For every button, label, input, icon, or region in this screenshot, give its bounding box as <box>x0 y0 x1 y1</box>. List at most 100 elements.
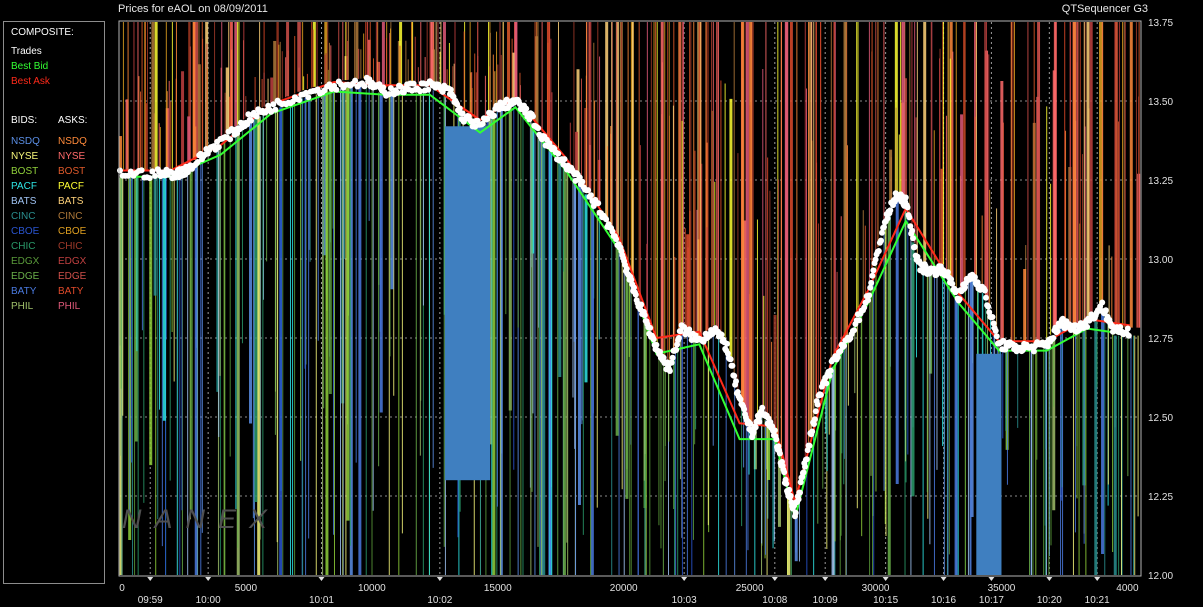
legend-ask-phil: PHIL <box>58 301 81 312</box>
trade-marker <box>910 235 916 242</box>
y-tick-label: 13.75 <box>1148 18 1173 29</box>
trade-marker <box>802 463 808 470</box>
legend-best-ask: Best Ask <box>11 76 50 87</box>
trade-marker <box>459 110 466 117</box>
trade-marker <box>1054 328 1061 335</box>
time-label: 10:16 <box>931 595 956 606</box>
trade-marker <box>786 486 793 493</box>
trade-marker <box>361 83 368 90</box>
trade-marker <box>993 333 1000 340</box>
trade-marker <box>797 489 803 496</box>
trade-marker <box>783 480 790 487</box>
trade-marker <box>868 279 875 286</box>
trade-marker <box>949 280 956 287</box>
legend-ask-pacf: PACF <box>58 181 84 192</box>
trade-marker <box>1102 307 1109 314</box>
trade-marker <box>272 106 279 113</box>
trade-marker <box>303 89 309 96</box>
trade-marker <box>138 167 145 174</box>
legend-ask-bost: BOST <box>58 166 86 177</box>
y-axis: 12.00 12.25 12.50 12.75 13.00 13.25 13.50 13.75 <box>1148 18 1173 582</box>
trade-marker <box>869 272 876 279</box>
trade-marker <box>872 256 879 263</box>
y-tick-label: 12.25 <box>1148 492 1173 503</box>
trade-marker <box>523 105 530 112</box>
trade-marker <box>812 408 819 415</box>
trade-marker <box>585 187 592 194</box>
trade-marker <box>797 479 804 486</box>
trade-marker <box>787 492 794 499</box>
trade-marker <box>660 354 667 361</box>
trade-marker <box>756 418 763 425</box>
trade-marker <box>861 304 868 311</box>
trade-marker <box>981 287 988 294</box>
bid-block <box>976 353 1002 575</box>
legend-trades: Trades <box>11 46 42 57</box>
trade-marker <box>417 88 424 95</box>
trade-marker <box>227 136 234 143</box>
trade-marker <box>990 320 997 327</box>
trade-marker <box>781 469 788 476</box>
trade-marker <box>669 354 676 361</box>
time-label: 10:15 <box>873 595 898 606</box>
best-ask-line <box>120 80 1131 507</box>
trade-marker <box>410 80 417 87</box>
trade-marker <box>613 236 620 243</box>
time-tick-marker <box>771 577 778 581</box>
trade-marker <box>628 276 635 283</box>
legend-ask-edge: EDGE <box>58 271 87 282</box>
trade-marker <box>603 216 610 223</box>
y-tick-label: 13.50 <box>1148 97 1173 108</box>
trade-marker <box>673 347 680 353</box>
trade-marker <box>771 427 778 434</box>
trade-marker <box>479 120 486 127</box>
bid-spikes <box>118 86 1139 575</box>
app-name: QTSequencer G3 <box>1061 3 1148 15</box>
trade-marker <box>881 224 887 230</box>
legend-bid-nyse: NYSE <box>11 151 39 162</box>
legend-bid-nsdq: NSDQ <box>11 136 40 147</box>
y-tick-label: 12.50 <box>1148 413 1173 424</box>
legend-panel: COMPOSITE: Trades Best Bid Best Ask BIDS… <box>3 21 105 584</box>
trade-marker <box>826 372 833 379</box>
trade-marker <box>776 450 783 457</box>
trade-marker <box>741 406 748 413</box>
trade-marker <box>724 340 730 347</box>
legend-composite-header: COMPOSITE: <box>11 27 74 38</box>
trade-marker <box>834 354 841 361</box>
legend-ask-cboe: CBOE <box>58 226 87 237</box>
time-label: 10:01 <box>309 595 334 606</box>
time-tick-marker <box>318 577 325 581</box>
time-label: 10:08 <box>762 595 787 606</box>
trade-marker <box>1099 299 1106 306</box>
trade-marker <box>127 168 134 175</box>
trade-marker <box>149 168 156 175</box>
legend-bid-edge: EDGE <box>11 271 40 282</box>
trade-marker <box>752 424 759 431</box>
trade-marker <box>944 269 951 276</box>
trade-marker <box>146 175 153 182</box>
trade-marker <box>456 105 463 112</box>
trade-marker <box>561 156 568 163</box>
trade-marker <box>535 125 542 132</box>
trade-marker <box>650 336 657 343</box>
legend-bid-cinc: CINC <box>11 211 36 222</box>
trade-marker <box>447 86 454 93</box>
trade-marker <box>1050 335 1057 341</box>
nanex-watermark: NANEX <box>122 504 280 534</box>
trade-marker <box>851 327 858 334</box>
legend-asks-header: ASKS: <box>58 115 88 126</box>
trade-marker <box>759 404 766 411</box>
trade-marker <box>609 228 616 235</box>
trade-marker <box>879 229 885 236</box>
x-tick-label: 4000 <box>1116 583 1139 594</box>
time-label: 09:59 <box>138 595 163 606</box>
x-tick-label: 25000 <box>736 583 764 594</box>
time-tick-marker <box>147 577 154 581</box>
ask-spikes <box>118 22 1141 501</box>
time-label: 10:21 <box>1085 595 1110 606</box>
time-label: 10:03 <box>672 595 697 606</box>
trade-marker <box>530 113 536 120</box>
trade-marker <box>623 265 630 272</box>
trade-marker <box>878 237 884 244</box>
